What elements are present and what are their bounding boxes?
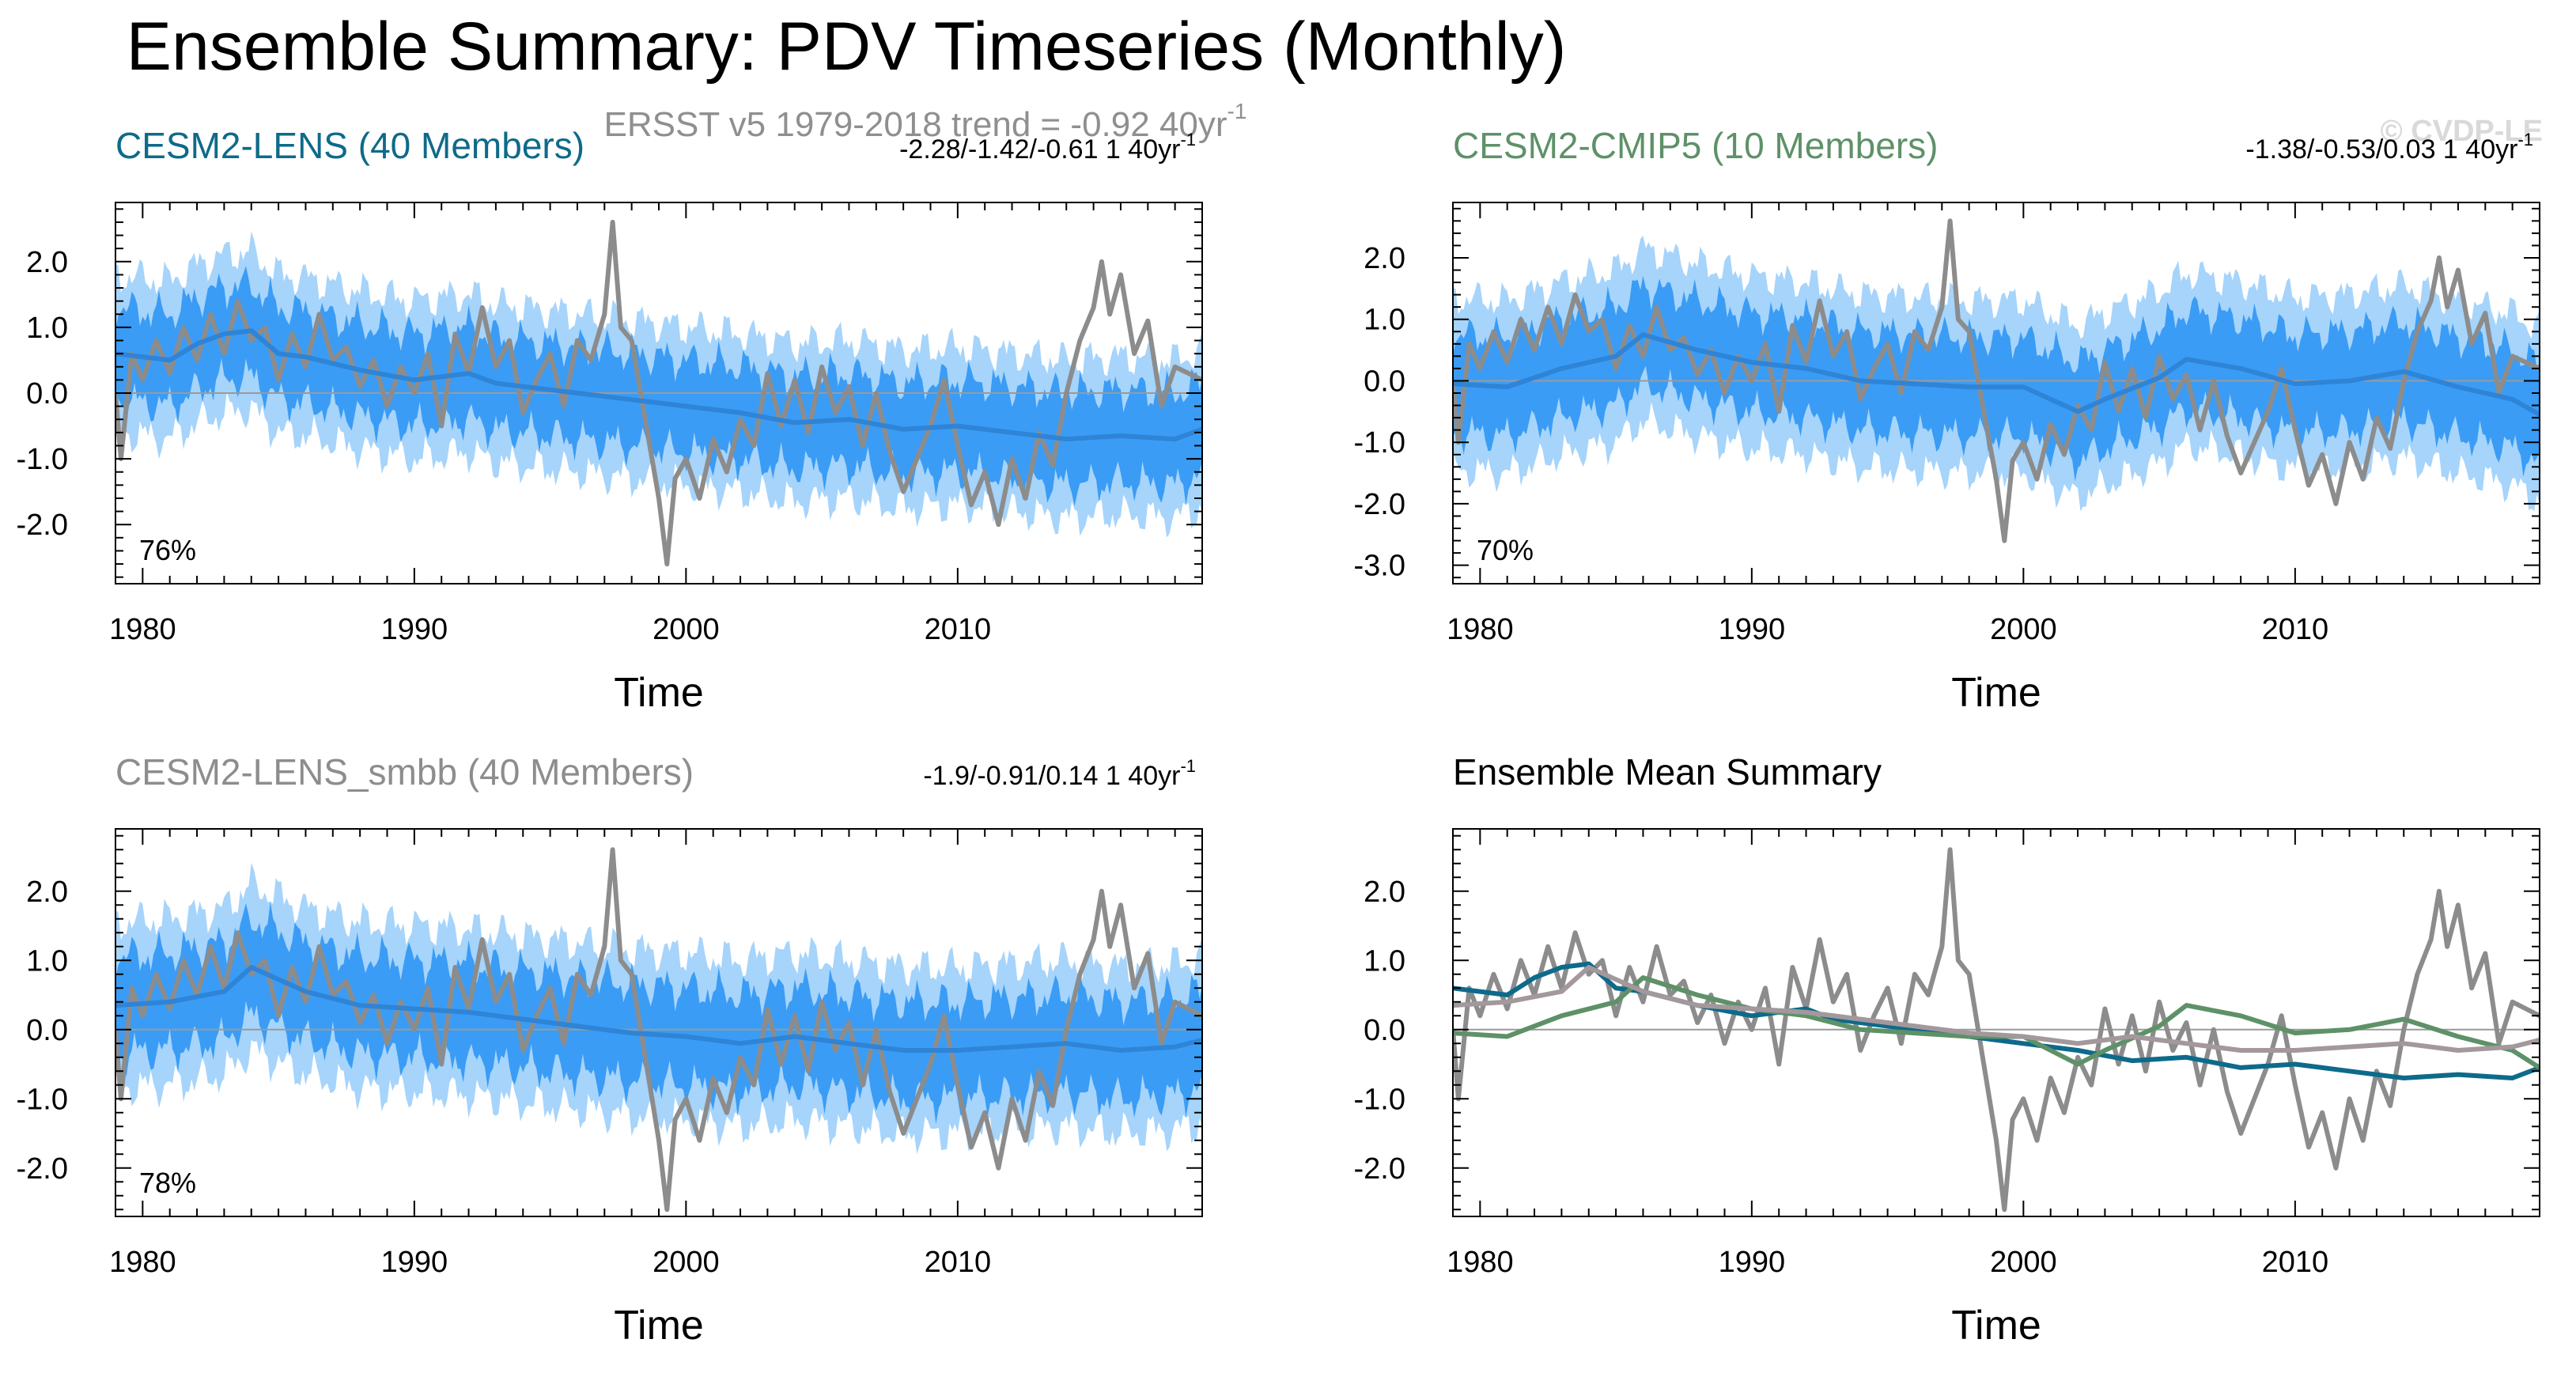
y-tick-label: 0.0: [1364, 1014, 1405, 1047]
panel-lens: 1980 1990 2000 2010 2.0 1.0 0.0 -1.0 -2.0 Time CES…: [17, 125, 1203, 716]
panel-smbb: 1980 1990 2000 2010 2.0 1.0 0.0 -1.0 -2.0 Time CES…: [17, 751, 1203, 1349]
trend-range-superscript: -1: [1180, 130, 1196, 149]
y-tick-label: 0.0: [1364, 365, 1405, 398]
plot-area: [115, 847, 1202, 1212]
trend-range-text: -1.38/-0.53/0.03 1 40yr: [2245, 134, 2517, 165]
x-tick-label: 2010: [925, 1246, 992, 1279]
x-tick-label: 2010: [2262, 1246, 2329, 1279]
x-tick-label: 1990: [381, 613, 448, 646]
y-tick-label: -2.0: [17, 1152, 68, 1186]
x-axis-label: Time: [1951, 670, 2041, 716]
watermark: © CVDP-LE: [2381, 115, 2543, 148]
trend-range-label: -1.9/-0.91/0.14 1 40yr-1: [923, 756, 1196, 791]
series-line-cmip5: [1453, 975, 2540, 1070]
obs-line: [115, 847, 1202, 1212]
panel-summary: 1980 1990 2000 2010 2.0 1.0 0.0 -1.0 -2.0 Time Ens…: [1354, 751, 2540, 1349]
x-tick-label: 2010: [925, 613, 992, 646]
y-tick-label: -1.0: [1354, 1083, 1405, 1116]
plot-area: [1453, 218, 2540, 543]
figure-title: Ensemble Summary: PDV Timeseries (Monthl…: [127, 9, 1567, 85]
ensemble-mean-line: [115, 965, 1202, 1053]
y-tick-label: 2.0: [1364, 242, 1405, 275]
x-tick-label: 2000: [653, 613, 720, 646]
trend-range-label: -2.28/-1.42/-0.61 1 40yr-1: [899, 130, 1196, 165]
obs-line: [115, 219, 1202, 567]
x-tick-label: 1990: [381, 1246, 448, 1279]
y-tick-label: 1.0: [1364, 944, 1405, 978]
y-tick-label: 2.0: [26, 876, 68, 909]
ticks: [115, 202, 1203, 584]
x-tick-label: 1980: [109, 613, 176, 646]
y-tick-label: -2.0: [1354, 1152, 1405, 1186]
x-axis-label: Time: [614, 670, 704, 716]
x-tick-label: 1980: [1447, 613, 1514, 646]
x-tick-label: 1980: [1447, 1246, 1514, 1279]
plot-area: [1453, 847, 2540, 1212]
y-tick-label: 0.0: [26, 377, 68, 410]
ticks: [1452, 829, 2540, 1216]
x-tick-label: 1980: [109, 1246, 176, 1279]
ensemble-mean-line: [115, 328, 1202, 442]
trend-range-text: -2.28/-1.42/-0.61 1 40yr: [899, 134, 1180, 165]
y-tick-label: 2.0: [26, 246, 68, 279]
x-tick-label: 2000: [653, 1246, 720, 1279]
y-tick-label: -1.0: [17, 1083, 68, 1116]
trend-range-text: -1.9/-0.91/0.14 1 40yr: [923, 761, 1180, 791]
y-tick-label: -1.0: [17, 443, 68, 476]
y-tick-label: 1.0: [26, 944, 68, 978]
panel-title: CESM2-LENS (40 Members): [115, 125, 584, 166]
x-tick-label: 2000: [1990, 613, 2057, 646]
x-tick-label: 2000: [1990, 1246, 2057, 1279]
ensemble-mean-line: [1453, 332, 2540, 417]
panel-title: CESM2-CMIP5 (10 Members): [1453, 125, 1938, 166]
y-tick-label: 2.0: [1364, 876, 1405, 909]
y-tick-label: 0.0: [26, 1014, 68, 1047]
inner-spread-band: [1453, 275, 2540, 482]
panel-title: CESM2-LENS_smbb (40 Members): [115, 751, 694, 793]
y-tick-label: -1.0: [1354, 426, 1405, 460]
ticks: [115, 829, 1203, 1216]
y-tick-label: 1.0: [1364, 304, 1405, 337]
y-tick-label: -3.0: [1354, 550, 1405, 583]
trend-range-superscript: -1: [2517, 130, 2533, 149]
trend-range-label: -1.38/-0.53/0.03 1 40yr-1: [2245, 130, 2533, 165]
x-tick-label: 1990: [1719, 613, 1786, 646]
plot-area: [115, 219, 1202, 567]
obs-line: [1453, 847, 2540, 1212]
percentage-annotation: 76%: [139, 534, 196, 566]
x-axis-label: Time: [614, 1303, 704, 1349]
subtitle-superscript: -1: [1227, 99, 1247, 123]
y-tick-label: -2.0: [1354, 488, 1405, 521]
percentage-annotation: 78%: [139, 1167, 196, 1199]
x-axis-label: Time: [1951, 1303, 2041, 1349]
y-tick-label: -2.0: [17, 509, 68, 542]
x-tick-label: 2010: [2262, 613, 2329, 646]
panel-cmip5: 1980 1990 2000 2010 2.0 1.0 0.0 -1.0 -2.0 -3.0 Tim…: [1354, 125, 2540, 716]
series-line-smbb: [1453, 965, 2540, 1053]
percentage-annotation: 70%: [1477, 534, 1534, 566]
y-tick-label: 1.0: [26, 312, 68, 345]
figure-subtitle: ERSST v5 1979-2018 trend = -0.92 40yr-1: [604, 99, 1247, 144]
obs-line: [1453, 218, 2540, 543]
subtitle-main: ERSST v5 1979-2018 trend = -0.92 40yr: [604, 105, 1227, 144]
inner-spread-band: [115, 266, 1202, 506]
ticks: [1452, 202, 2540, 584]
x-tick-label: 1990: [1719, 1246, 1786, 1279]
trend-range-superscript: -1: [1180, 756, 1196, 776]
panel-title: Ensemble Mean Summary: [1453, 751, 1882, 793]
